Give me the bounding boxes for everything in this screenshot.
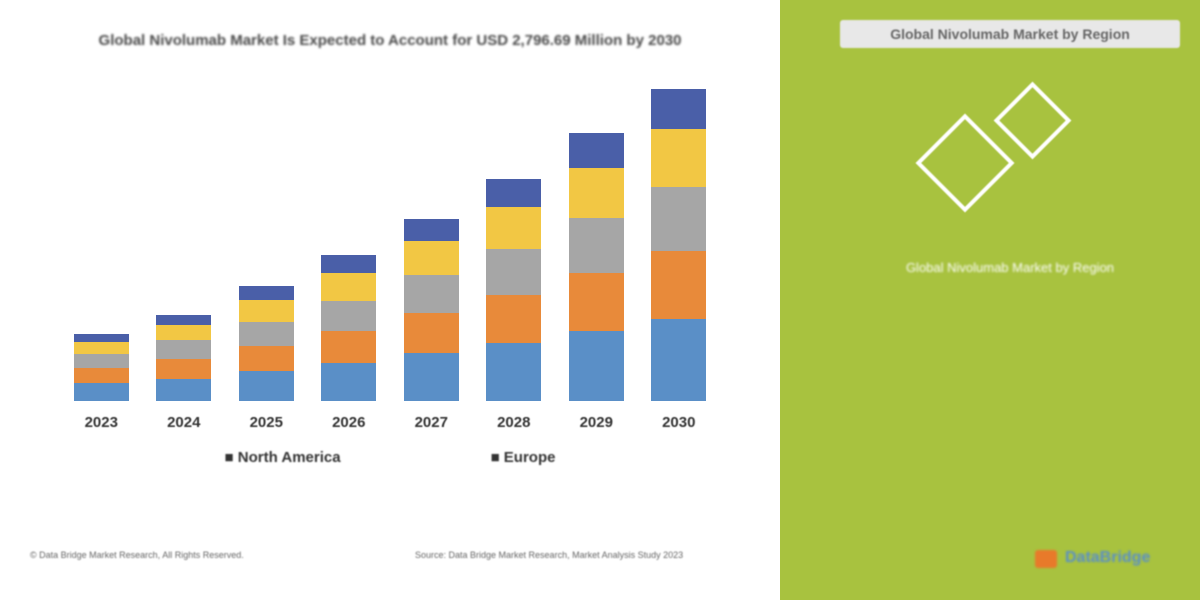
bar-column (156, 315, 211, 401)
x-axis-label: 2026 (321, 414, 376, 431)
chart-title: Global Nivolumab Market Is Expected to A… (50, 30, 730, 51)
bar-segment (239, 371, 294, 401)
bar-segment (569, 168, 624, 218)
bar-column (321, 255, 376, 401)
bar-stack (74, 334, 129, 401)
footnote-right: Source: Data Bridge Market Research, Mar… (415, 550, 770, 560)
x-axis-label: 2028 (486, 414, 541, 431)
brand-logo: DataBridge (1035, 545, 1175, 575)
hexagon-decoration (910, 88, 1110, 228)
bar-segment (569, 218, 624, 273)
bar-stack (156, 315, 211, 401)
bar-column (486, 179, 541, 401)
bar-stack (239, 286, 294, 401)
bar-segment (651, 129, 706, 187)
x-axis-label: 2024 (156, 414, 211, 431)
bar-segment (569, 133, 624, 168)
bar-segment (404, 219, 459, 241)
bar-segment (239, 300, 294, 322)
bar-segment (156, 359, 211, 379)
bar-segment (486, 295, 541, 343)
legend-label: ■ North America (225, 449, 341, 466)
right-panel-caption: Global Nivolumab Market by Region (840, 258, 1180, 278)
bar-segment (74, 334, 129, 342)
bar-stack (404, 219, 459, 401)
bar-segment (404, 241, 459, 275)
bar-segment (404, 275, 459, 313)
bar-segment (239, 346, 294, 371)
bar-column (569, 133, 624, 401)
bar-segment (156, 340, 211, 359)
bar-segment (156, 315, 211, 325)
bar-segment (239, 286, 294, 300)
x-axis-label: 2025 (239, 414, 294, 431)
bar-column (239, 286, 294, 401)
footnotes: © Data Bridge Market Research, All Right… (30, 550, 770, 560)
legend-label: ■ Europe (491, 449, 556, 466)
bar-segment (651, 89, 706, 129)
bar-stack (569, 133, 624, 401)
bar-segment (404, 353, 459, 401)
bar-column (404, 219, 459, 401)
chart-legend: ■ North America ■ Europe (30, 449, 750, 466)
chart-area: Global Nivolumab Market Is Expected to A… (0, 0, 780, 600)
bars-group (60, 71, 720, 401)
stacked-bar-chart: 20232024202520262027202820292030 ■ North… (30, 71, 750, 401)
right-panel: Global Nivolumab Market by Region Global… (820, 0, 1200, 600)
logo-icon (1035, 550, 1057, 568)
bar-segment (486, 249, 541, 295)
legend-item: ■ Europe (491, 449, 556, 466)
hexagon-icon (916, 114, 1015, 213)
bar-segment (486, 207, 541, 249)
bar-segment (74, 342, 129, 354)
bar-segment (321, 331, 376, 363)
bar-segment (239, 322, 294, 346)
x-axis-labels: 2023 2024 2025 2026 2027 2028 2029 2030 (60, 414, 720, 431)
x-axis-label: 2023 (74, 414, 129, 431)
x-axis-label: 2027 (404, 414, 459, 431)
footnote-left: © Data Bridge Market Research, All Right… (30, 550, 385, 560)
x-axis-label: 2030 (651, 414, 706, 431)
bar-segment (74, 383, 129, 401)
right-panel-header: Global Nivolumab Market by Region (840, 20, 1180, 48)
bar-segment (651, 319, 706, 401)
bar-column (74, 334, 129, 401)
bar-segment (321, 363, 376, 401)
bar-stack (486, 179, 541, 401)
bar-segment (569, 273, 624, 331)
logo-text: DataBridge (1065, 549, 1150, 567)
divider-bar (780, 0, 820, 600)
bar-column (651, 89, 706, 401)
bar-segment (74, 354, 129, 368)
bar-segment (156, 325, 211, 340)
bar-segment (74, 368, 129, 383)
bar-stack (651, 89, 706, 401)
bar-segment (321, 255, 376, 273)
bar-stack (321, 255, 376, 401)
bar-segment (569, 331, 624, 401)
bar-segment (321, 273, 376, 301)
legend-item: ■ North America (225, 449, 341, 466)
bar-segment (156, 379, 211, 401)
bar-segment (404, 313, 459, 353)
bar-segment (321, 301, 376, 331)
x-axis-label: 2029 (569, 414, 624, 431)
bar-segment (486, 343, 541, 401)
bar-segment (651, 187, 706, 251)
hexagon-icon (994, 82, 1072, 160)
bar-segment (651, 251, 706, 319)
bar-segment (486, 179, 541, 207)
